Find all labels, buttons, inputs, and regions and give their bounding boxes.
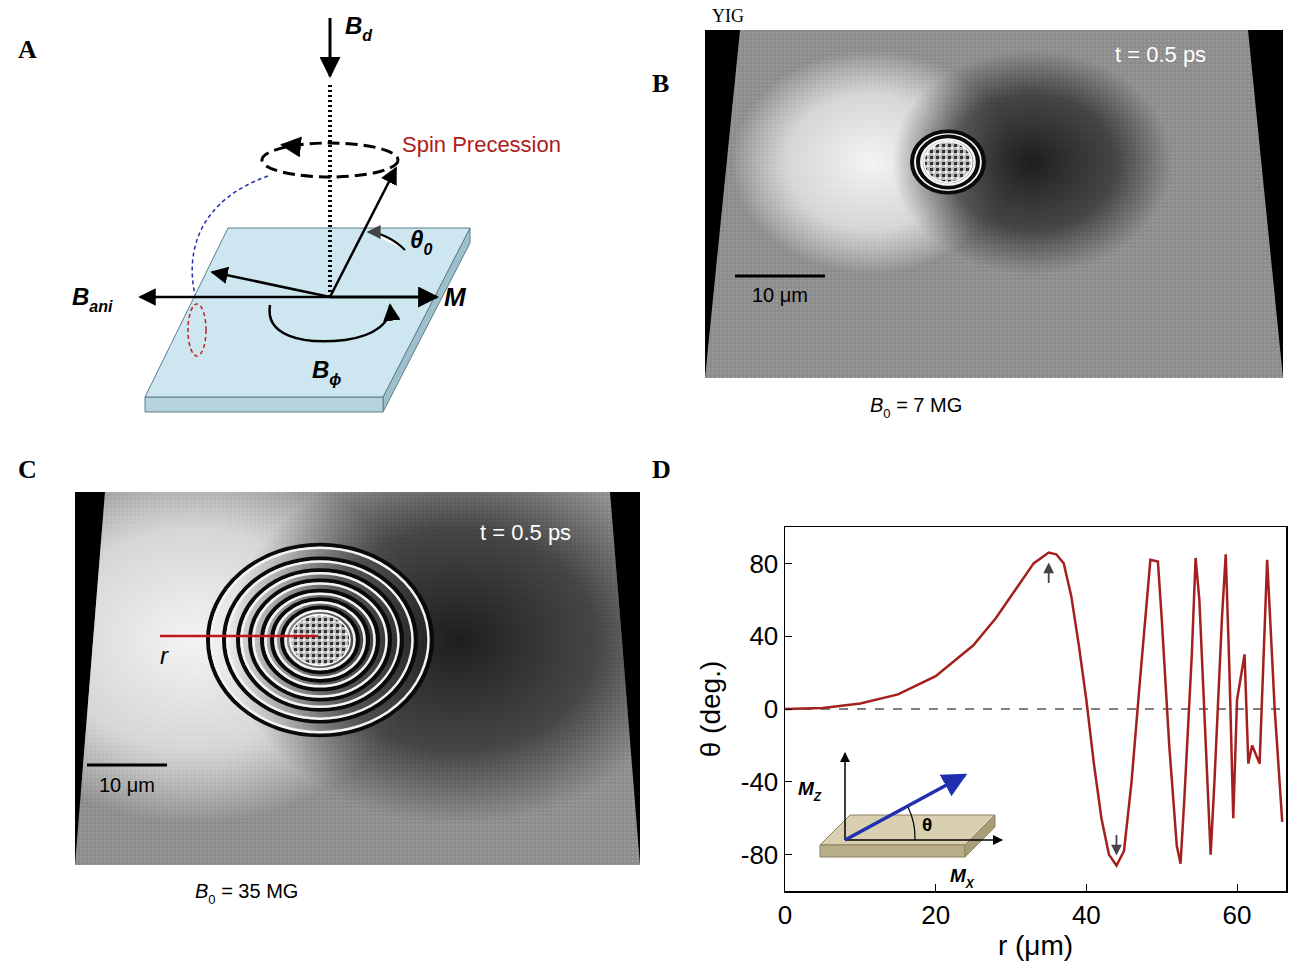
svg-text:-80: -80 [741,840,779,870]
svg-text:θ (deg.): θ (deg.) [695,661,726,758]
svg-text:r (μm): r (μm) [998,930,1073,961]
svg-text:40: 40 [749,621,778,651]
svg-text:Bd: Bd [345,12,373,44]
svg-text:t = 0.5 ps: t = 0.5 ps [1115,42,1206,67]
svg-text:M: M [444,282,467,312]
svg-text:t = 0.5 ps: t = 0.5 ps [480,520,571,545]
svg-text:60: 60 [1223,900,1252,930]
svg-text:θ0: θ0 [410,226,432,258]
svg-text:C: C [18,455,37,484]
svg-text:B0 = 35 MG: B0 = 35 MG [195,880,298,907]
svg-text:D: D [652,455,671,484]
svg-text:YIG: YIG [712,6,744,26]
svg-text:80: 80 [749,549,778,579]
svg-text:θ: θ [922,814,932,835]
svg-text:10 μm: 10 μm [752,284,808,306]
svg-text:Bani: Bani [72,283,113,315]
svg-text:20: 20 [921,900,950,930]
svg-text:0: 0 [778,900,792,930]
svg-text:r: r [160,642,169,669]
svg-text:A: A [18,35,37,64]
svg-text:Spin Precession: Spin Precession [402,132,561,157]
svg-text:B: B [652,69,669,98]
svg-text:B0 = 7 MG: B0 = 7 MG [870,394,962,421]
svg-text:-40: -40 [741,767,779,797]
svg-text:MZ: MZ [798,778,822,804]
svg-text:Bϕ: Bϕ [312,356,341,388]
svg-text:MX: MX [950,865,975,890]
svg-text:10 μm: 10 μm [99,774,155,796]
svg-text:0: 0 [764,694,778,724]
svg-text:40: 40 [1072,900,1101,930]
